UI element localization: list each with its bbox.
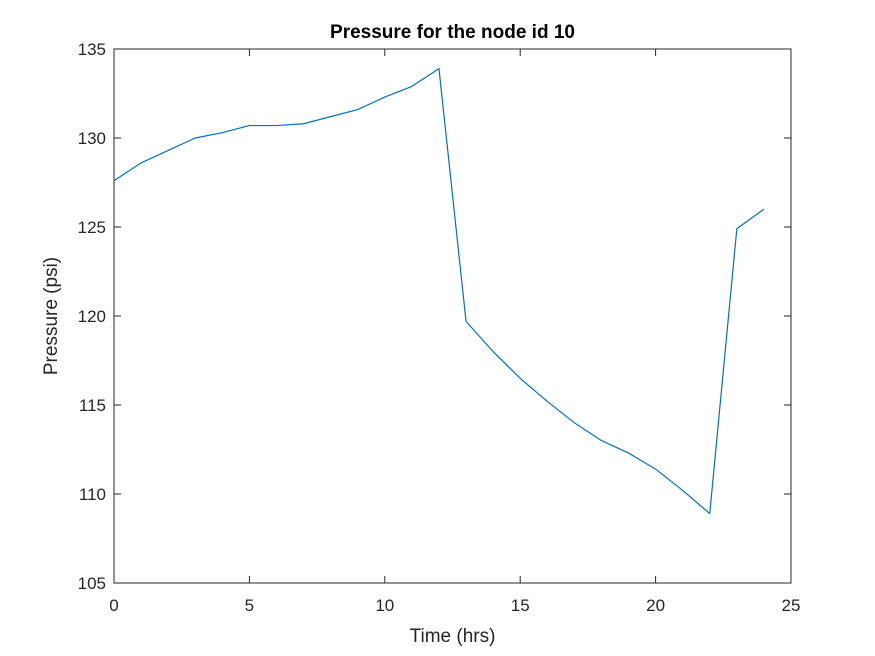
y-tick-label: 115 [79, 396, 106, 415]
x-tick-label: 5 [245, 596, 254, 615]
y-tick-label: 125 [78, 218, 106, 237]
plot-area [113, 48, 792, 584]
y-axis: 105 110 115 120 125 130 135 [78, 40, 791, 593]
series-layer [113, 67, 765, 515]
y-tick-label: 135 [78, 40, 106, 59]
x-tick-label: 15 [511, 596, 530, 615]
y-tick-label: 120 [78, 307, 106, 326]
series-line [113, 67, 765, 515]
x-tick-label: 0 [109, 596, 118, 615]
y-tick-label: 130 [78, 129, 106, 148]
x-tick-label: 10 [375, 596, 394, 615]
x-axis-label: Time (hrs) [410, 626, 496, 647]
y-tick-label: 105 [78, 574, 106, 593]
y-tick-label: 110 [79, 485, 106, 504]
x-tick-label: 20 [646, 596, 665, 615]
x-axis: 0 5 10 15 20 25 [109, 49, 800, 615]
x-tick-label: 25 [782, 596, 801, 615]
y-axis-label: Pressure (psi) [41, 257, 62, 375]
chart-title: Pressure for the node id 10 [330, 22, 575, 43]
